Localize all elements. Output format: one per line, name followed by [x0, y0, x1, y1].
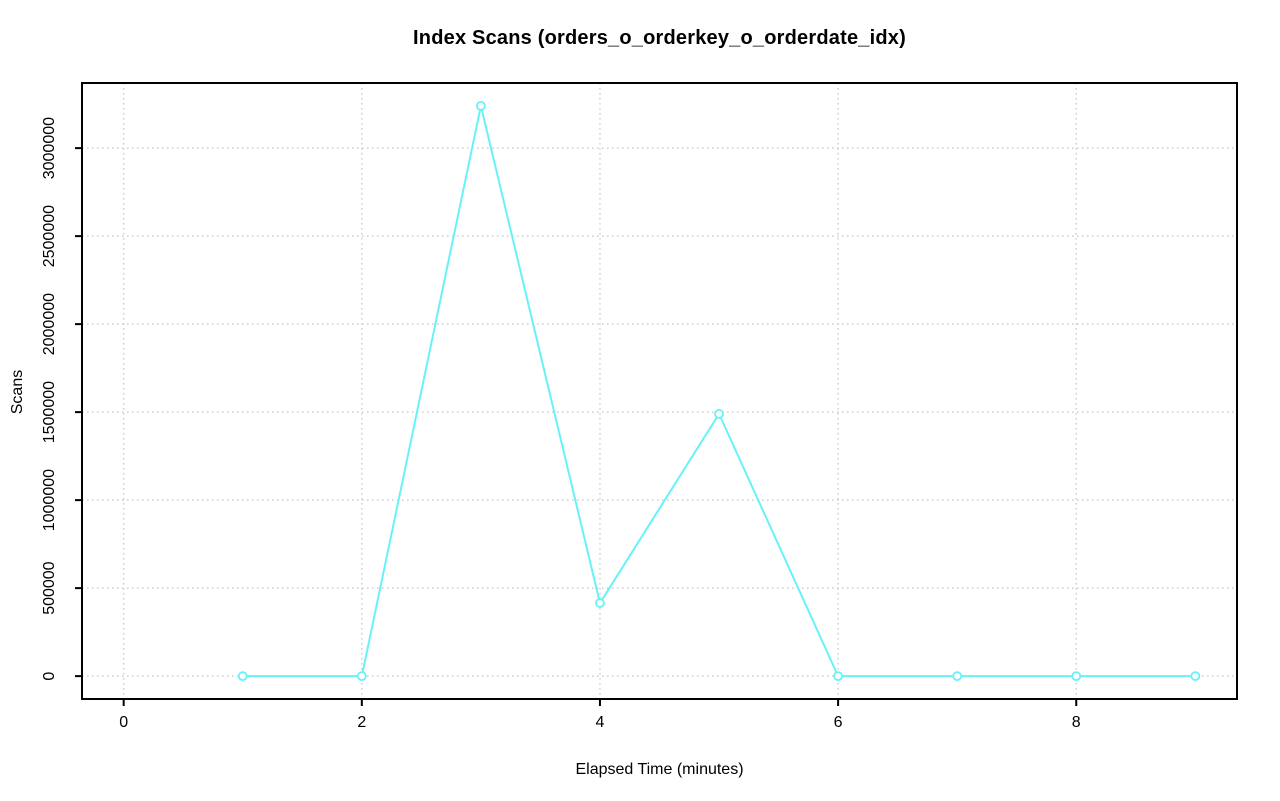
data-point-marker	[1190, 671, 1201, 682]
y-tick-label: 0	[41, 672, 58, 681]
data-point-marker	[237, 671, 248, 682]
plot-box	[81, 82, 1238, 700]
data-point-marker	[356, 671, 367, 682]
series-line	[241, 104, 1197, 678]
data-point-marker	[475, 100, 486, 111]
y-tick-label: 2500000	[41, 205, 58, 267]
y-tick-label: 1500000	[41, 381, 58, 443]
x-tick-label: 2	[357, 714, 366, 731]
data-point-marker	[595, 598, 605, 608]
y-tick-label: 500000	[41, 561, 58, 614]
x-axis-label: Elapsed Time (minutes)	[575, 761, 744, 778]
data-point-marker	[1071, 671, 1082, 682]
data-point-marker	[952, 671, 963, 682]
data-point-marker	[833, 671, 844, 682]
y-tick-label: 3000000	[41, 117, 58, 179]
data-point-marker	[714, 408, 724, 419]
x-tick-label: 0	[119, 714, 128, 731]
x-tick-label: 8	[1072, 714, 1081, 731]
x-tick-label: 4	[596, 714, 605, 731]
x-tick-label: 6	[834, 714, 843, 731]
chart-title: Index Scans (orders_o_orderkey_o_orderda…	[413, 27, 906, 49]
y-tick-label: 2000000	[41, 293, 58, 355]
y-tick-label: 1000000	[41, 469, 58, 531]
